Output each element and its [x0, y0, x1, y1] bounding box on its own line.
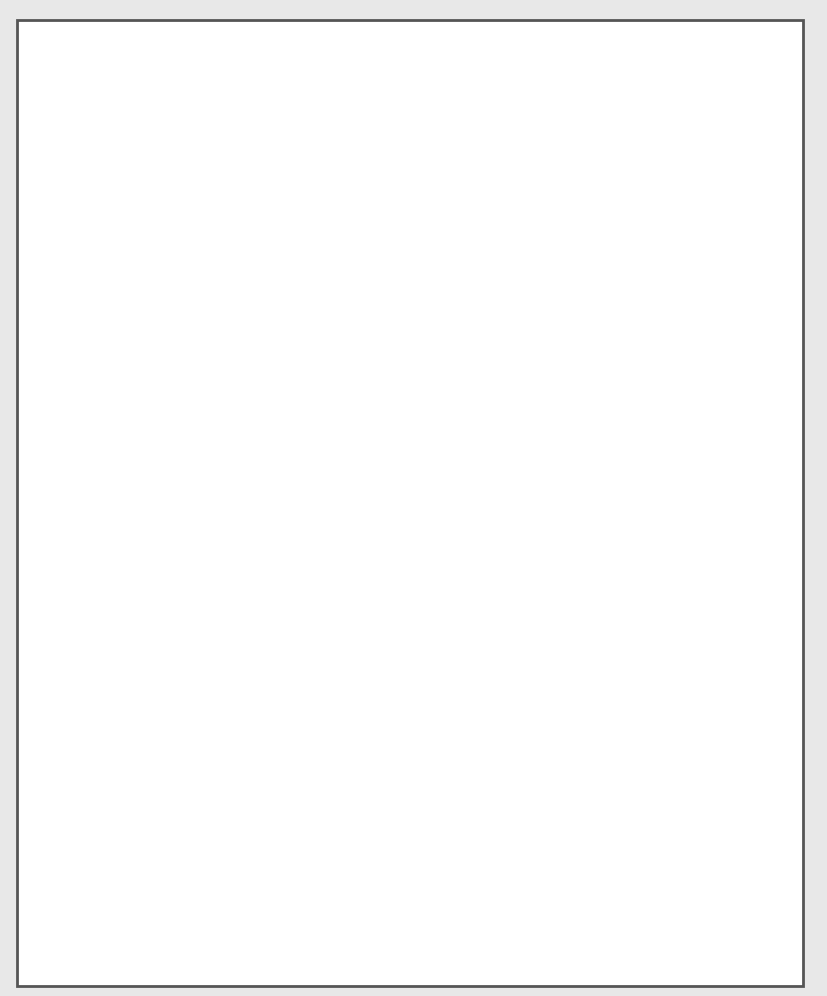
Text: X−axis: X−axis: [501, 437, 576, 457]
Text: Y = 10−6x+x²,   y = −10+6x−x²,   x=1,  x=5,: Y = 10−6x+x², y = −10+6x−x², x=1, x=5,: [174, 732, 674, 752]
Text: y = 4: y = 4: [488, 548, 546, 568]
Text: between   x = 0   and   x = 1   about   y = −3: between x = 0 and x = 1 about y = −3: [174, 659, 664, 679]
Text: 4.: 4.: [129, 615, 151, 635]
Text: 1.: 1.: [129, 324, 151, 344]
Text: y = 5e⁻ˣ,   y = 5+2x−3x²: y = 5e⁻ˣ, y = 5+2x−3x²: [174, 615, 449, 635]
Text: 3.: 3.: [129, 505, 151, 525]
Text: X = √y,   X = 0,  y = 4,   about   y = 8: X = √y, X = 0, y = 4, about y = 8: [174, 324, 579, 346]
Text: Rotating  the  Region  bounded  by  the  given: Rotating the Region bounded by the given: [136, 195, 619, 215]
Text: 2.: 2.: [129, 394, 151, 414]
Text: 5.: 5.: [129, 732, 151, 752]
Text: y = √x,   y = 4,   x = 0,   about: y = √x, y = 4, x = 0, about: [174, 505, 505, 527]
Text: about   the   y axis: about the y axis: [174, 777, 375, 797]
Text: Curves   about   the  given   axis.: Curves about the given axis.: [136, 237, 480, 257]
Text: y = 6−2x−x²,    y = x+6   about  the: y = 6−2x−x², y = x+6 about the: [174, 394, 570, 414]
Text: Determine  the  volume  of  the  solid  obtained   by: Determine the volume of the solid obtain…: [136, 154, 677, 174]
